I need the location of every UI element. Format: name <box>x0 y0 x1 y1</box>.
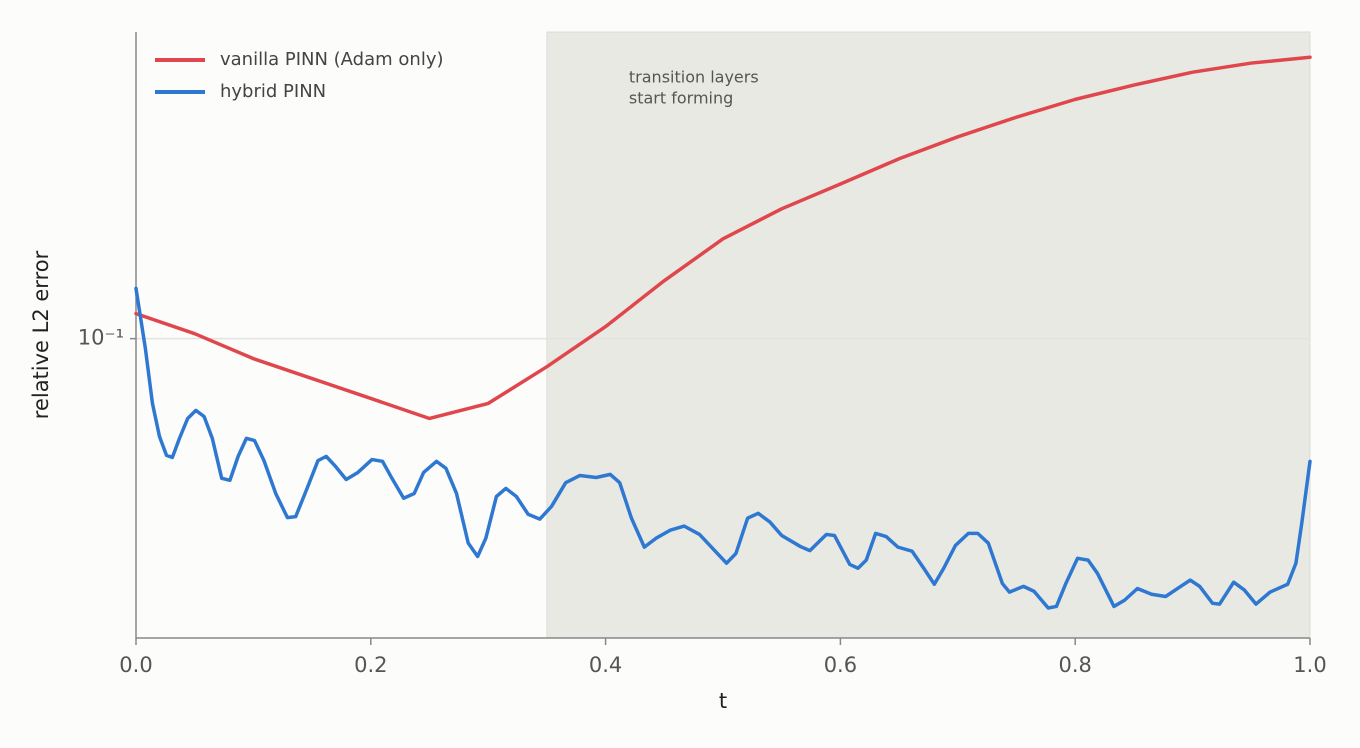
annotation: start forming <box>629 89 733 108</box>
x-tick-label: 0.0 <box>119 653 152 677</box>
x-tick-label: 1.0 <box>1293 653 1326 677</box>
x-axis-label: t <box>719 689 727 713</box>
x-tick-label: 0.6 <box>824 653 857 677</box>
legend-label: hybrid PINN <box>220 81 326 102</box>
legend-label: vanilla PINN (Adam only) <box>220 49 444 70</box>
series-line <box>134 55 1312 421</box>
highlight-span <box>546 31 1311 639</box>
annotation: transition layers <box>629 68 759 87</box>
y-tick-label: 10⁻¹ <box>78 326 124 350</box>
x-tick-label: 0.8 <box>1058 653 1091 677</box>
x-tick-label: 0.4 <box>589 653 622 677</box>
y-axis-label: relative L2 error <box>29 250 53 419</box>
x-tick-label: 0.2 <box>354 653 387 677</box>
series-line <box>134 286 1312 610</box>
